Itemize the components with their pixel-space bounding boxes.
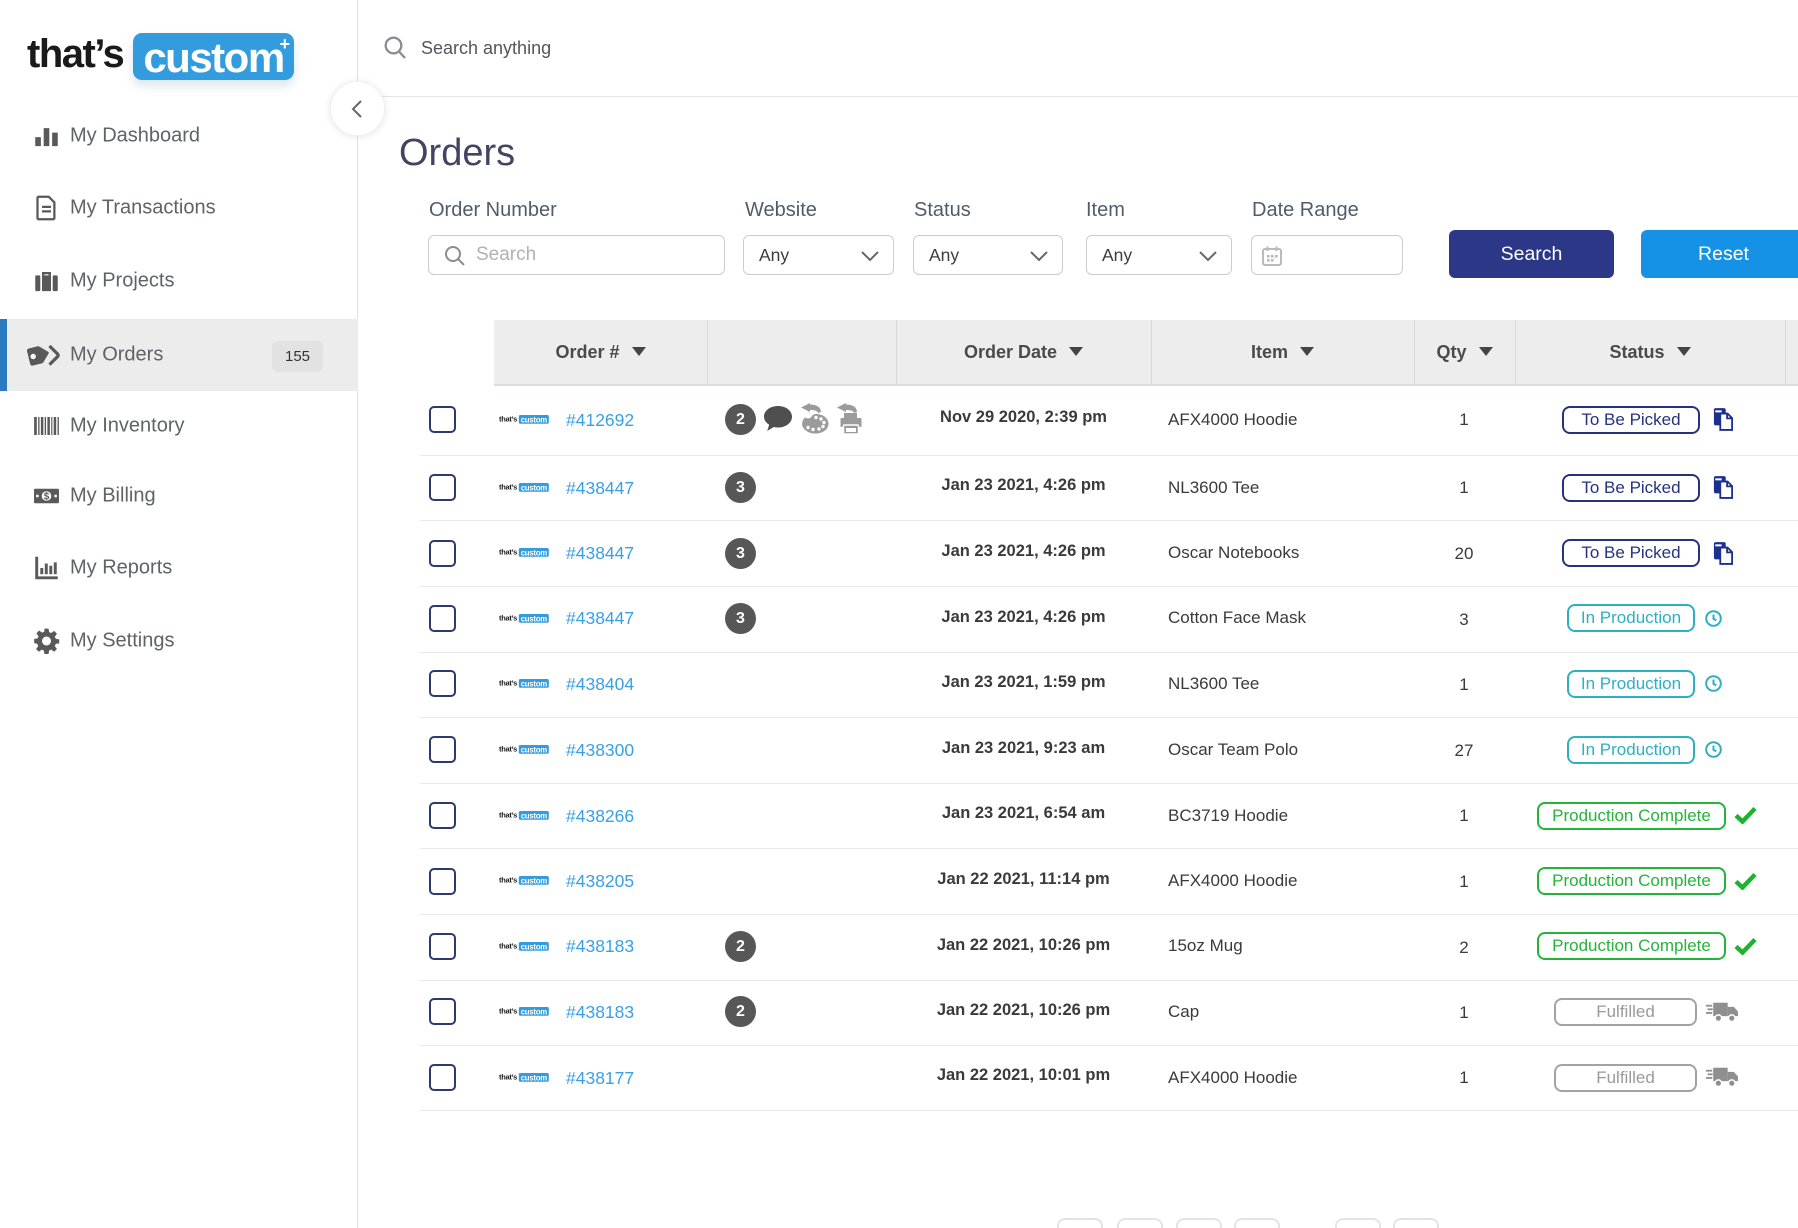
svg-text:$: $ — [44, 491, 50, 502]
